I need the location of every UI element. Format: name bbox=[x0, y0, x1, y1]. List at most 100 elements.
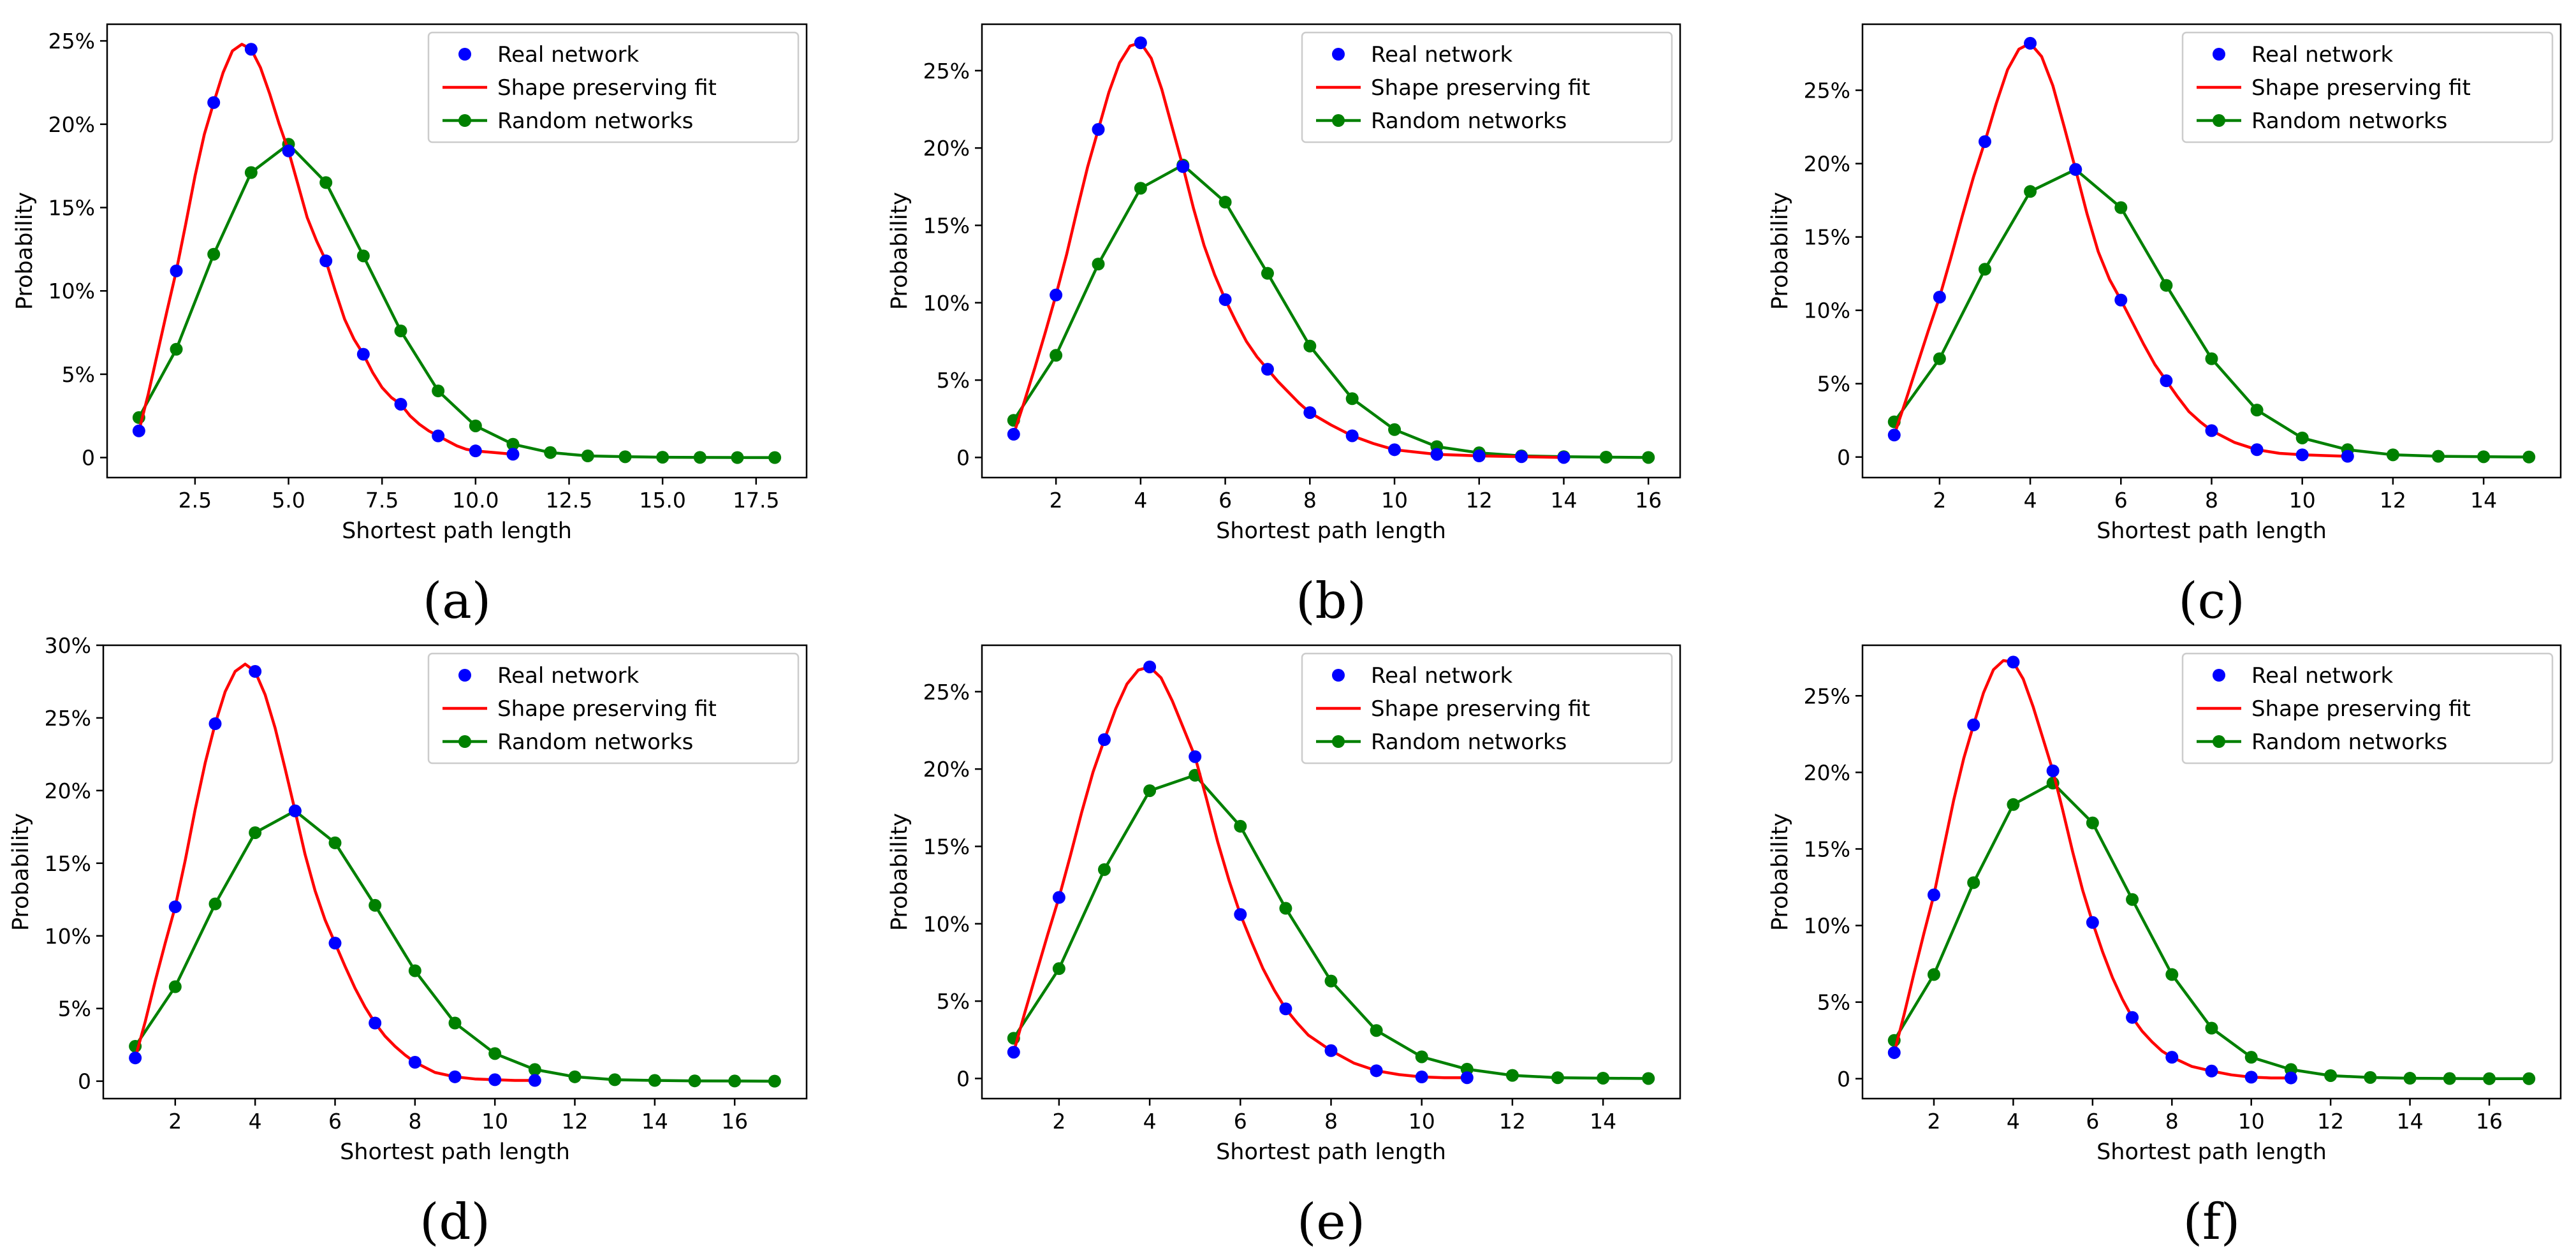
real-point bbox=[1189, 750, 1202, 763]
random-point bbox=[2007, 798, 2020, 811]
random-point bbox=[209, 897, 222, 911]
random-point bbox=[1388, 423, 1401, 436]
x-tick-label: 16 bbox=[721, 1109, 748, 1134]
legend-fit-label: Shape preserving fit bbox=[1371, 696, 1590, 722]
real-point bbox=[1007, 428, 1020, 441]
random-point bbox=[1324, 974, 1338, 988]
real-point bbox=[448, 1070, 462, 1083]
random-point bbox=[656, 451, 670, 464]
legend-real-label: Real network bbox=[1371, 42, 1512, 68]
legend-frame bbox=[2181, 652, 2554, 764]
random-point bbox=[2114, 201, 2128, 214]
real-point bbox=[2205, 424, 2218, 437]
random-point bbox=[2086, 816, 2099, 830]
x-tick-label: 14 bbox=[2470, 488, 2497, 513]
y-tick-label: 10% bbox=[45, 924, 91, 949]
real-point bbox=[1415, 1071, 1428, 1084]
y-tick-label: 0 bbox=[1837, 1067, 1850, 1092]
real-point bbox=[1176, 160, 1190, 173]
y-tick-label: 5% bbox=[62, 362, 95, 387]
x-tick-label: 6 bbox=[1234, 1109, 1247, 1134]
x-axis-title: Shortest path length bbox=[1216, 518, 1446, 544]
real-point bbox=[506, 448, 520, 461]
real-point bbox=[168, 900, 182, 914]
real-point bbox=[1134, 36, 1147, 50]
random-point bbox=[2522, 1072, 2536, 1085]
x-tick-label: 17.5 bbox=[733, 488, 779, 513]
random-point bbox=[2432, 450, 2445, 463]
real-point bbox=[1324, 1044, 1338, 1057]
x-tick-label: 10 bbox=[481, 1109, 508, 1134]
legend-real-marker bbox=[458, 48, 471, 61]
legend: Real network Shape preserving fit Random n… bbox=[2181, 31, 2554, 143]
x-tick-label: 12.5 bbox=[546, 488, 592, 513]
real-point bbox=[2165, 1051, 2179, 1064]
y-tick-label: 20% bbox=[923, 136, 970, 161]
x-tick-label: 8 bbox=[2165, 1109, 2179, 1134]
panel-label: (f) bbox=[2183, 1194, 2241, 1251]
x-tick-label: 8 bbox=[1324, 1109, 1338, 1134]
real-point bbox=[1234, 908, 1247, 921]
real-point bbox=[328, 937, 342, 950]
x-tick-label: 6 bbox=[1218, 488, 1232, 513]
random-point bbox=[528, 1063, 541, 1076]
plot-area bbox=[1007, 660, 1655, 1085]
random-point bbox=[1599, 450, 1613, 464]
random-point bbox=[2250, 404, 2264, 417]
random-point bbox=[731, 451, 744, 464]
chart-panel: 2 4 6 8 10 12 14 16 0 5% 10% 15% 20% 25% Shortest path… bbox=[887, 23, 1681, 630]
random-point bbox=[2295, 431, 2309, 444]
x-tick-label: 4 bbox=[1143, 1109, 1157, 1134]
random-point bbox=[1370, 1024, 1383, 1037]
x-tick-label: 6 bbox=[2114, 488, 2128, 513]
random-point bbox=[1927, 968, 1940, 981]
y-tick-label: 0 bbox=[956, 445, 970, 470]
x-tick-label: 14 bbox=[1551, 488, 1577, 513]
y-tick-label: 20% bbox=[1804, 152, 1850, 177]
y-tick-label: 25% bbox=[1804, 78, 1850, 103]
chart-panel: 2 4 6 8 10 12 14 0 5% 10% 15% 20% 25% Shortest path l… bbox=[887, 644, 1681, 1251]
panel-label: (a) bbox=[423, 573, 491, 630]
random-point bbox=[2324, 1069, 2338, 1082]
x-tick-label: 10 bbox=[1409, 1109, 1435, 1134]
real-point bbox=[1050, 288, 1063, 302]
real-point bbox=[1261, 363, 1274, 376]
real-point bbox=[282, 144, 295, 157]
random-point bbox=[408, 964, 421, 977]
plot-area bbox=[132, 43, 782, 464]
random-point bbox=[1978, 263, 1991, 276]
real-point bbox=[1303, 406, 1317, 420]
random-point bbox=[1303, 339, 1317, 353]
y-tick-label: 5% bbox=[1817, 990, 1850, 1015]
x-tick-label: 5.0 bbox=[272, 488, 305, 513]
real-point bbox=[528, 1074, 541, 1087]
y-tick-label: 15% bbox=[1804, 225, 1850, 250]
real-point bbox=[2086, 916, 2099, 929]
x-tick-label: 14 bbox=[1590, 1109, 1616, 1134]
x-tick-label: 10 bbox=[2238, 1109, 2265, 1134]
random-point bbox=[1505, 1069, 1519, 1082]
legend-real-marker bbox=[1332, 669, 1345, 682]
legend-random-label: Random networks bbox=[497, 108, 693, 134]
random-point bbox=[356, 249, 370, 263]
axes-frame bbox=[981, 23, 1681, 479]
legend-real-marker bbox=[2213, 669, 2225, 682]
real-point bbox=[2069, 163, 2082, 176]
real-point bbox=[1370, 1064, 1383, 1078]
random-point bbox=[608, 1073, 622, 1086]
legend-random-label: Random networks bbox=[1371, 729, 1567, 755]
legend-frame bbox=[2181, 31, 2554, 143]
x-tick-label: 10.0 bbox=[452, 488, 499, 513]
random-point bbox=[2477, 450, 2491, 464]
panel-label: (b) bbox=[1296, 573, 1366, 630]
random-line bbox=[1892, 168, 2529, 459]
real-point bbox=[1430, 448, 1444, 461]
random-point bbox=[2024, 185, 2037, 198]
legend-random-label: Random networks bbox=[2251, 729, 2447, 755]
random-point bbox=[1052, 962, 1065, 976]
random-point bbox=[728, 1074, 742, 1088]
legend-real-label: Real network bbox=[2251, 663, 2393, 689]
x-tick-label: 4 bbox=[2007, 1109, 2020, 1134]
random-point bbox=[2522, 450, 2536, 464]
legend: Real network Shape preserving fit Random n… bbox=[1301, 652, 1673, 764]
